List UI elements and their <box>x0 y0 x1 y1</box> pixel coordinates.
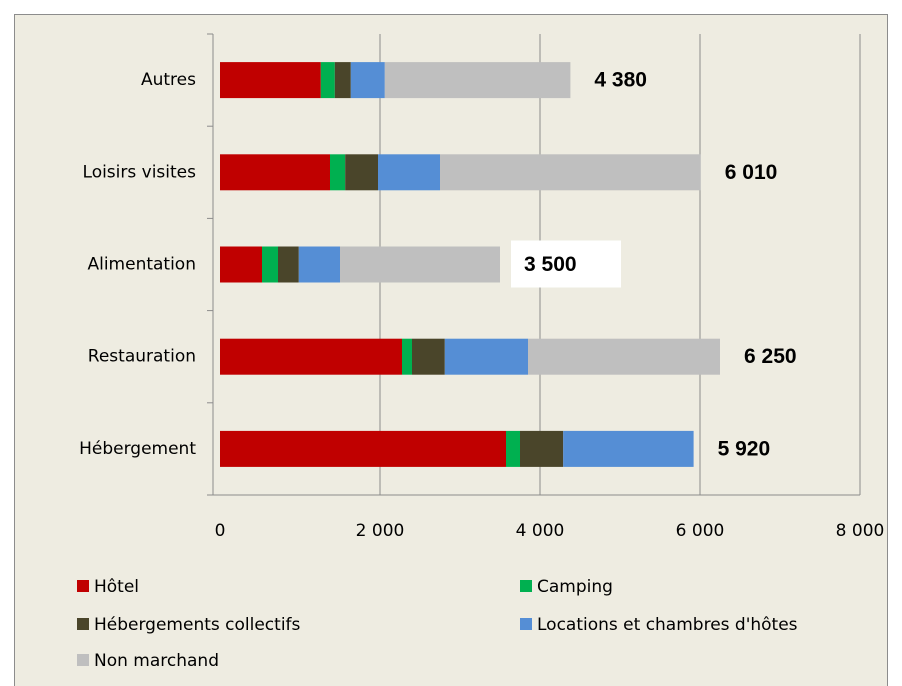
bar-segment <box>220 246 262 283</box>
bar-segment <box>220 62 321 99</box>
bar-segment <box>412 338 445 375</box>
bar-segment <box>402 338 412 375</box>
legend-swatch <box>77 618 89 630</box>
total-label: 3 500 <box>524 253 577 276</box>
bar-segment <box>378 154 440 191</box>
total-label: 6 010 <box>725 161 778 184</box>
bar-segment <box>444 338 528 375</box>
x-tick-label: 0 <box>215 521 226 541</box>
legend-label: Hébergements collectifs <box>94 615 301 635</box>
legend-swatch <box>77 580 89 592</box>
bar-segment <box>298 246 340 283</box>
bar-segment <box>384 62 571 99</box>
bar-segment <box>262 246 278 283</box>
legend-swatch <box>520 618 532 630</box>
bar-segment <box>340 246 500 283</box>
bar-segment <box>350 62 385 99</box>
bar-segment <box>278 246 299 283</box>
x-tick-label: 4 000 <box>516 521 565 541</box>
legend-label: Camping <box>537 577 613 597</box>
bar-segment <box>320 62 335 99</box>
total-label: 5 920 <box>718 437 771 460</box>
legend-label: Locations et chambres d'hôtes <box>537 615 798 635</box>
y-tick-label: Restauration <box>88 347 196 367</box>
bar-segment <box>528 338 720 375</box>
bar-segment <box>345 154 378 191</box>
bar-segment <box>520 430 564 467</box>
bar-segment <box>330 154 346 191</box>
bar-segment <box>334 62 351 99</box>
bar-segment <box>220 338 402 375</box>
total-label: 6 250 <box>744 345 797 368</box>
y-tick-label: Hébergement <box>79 439 196 459</box>
legend-label: Non marchand <box>94 651 219 671</box>
bar-segment <box>506 430 520 467</box>
y-tick-label: Loisirs visites <box>83 162 197 182</box>
y-tick-label: Alimentation <box>87 255 196 275</box>
total-label: 4 380 <box>594 69 647 92</box>
x-tick-label: 8 000 <box>836 521 885 541</box>
label-box <box>511 240 621 288</box>
legend-swatch <box>520 580 532 592</box>
legend-label: Hôtel <box>94 577 139 597</box>
bar-segment <box>220 154 330 191</box>
x-tick-label: 6 000 <box>676 521 725 541</box>
bar-segment <box>440 154 701 191</box>
bar-segment <box>220 430 506 467</box>
bar-segment <box>563 430 694 467</box>
x-tick-label: 2 000 <box>356 521 405 541</box>
y-tick-label: Autres <box>141 70 196 90</box>
legend-swatch <box>77 654 89 666</box>
